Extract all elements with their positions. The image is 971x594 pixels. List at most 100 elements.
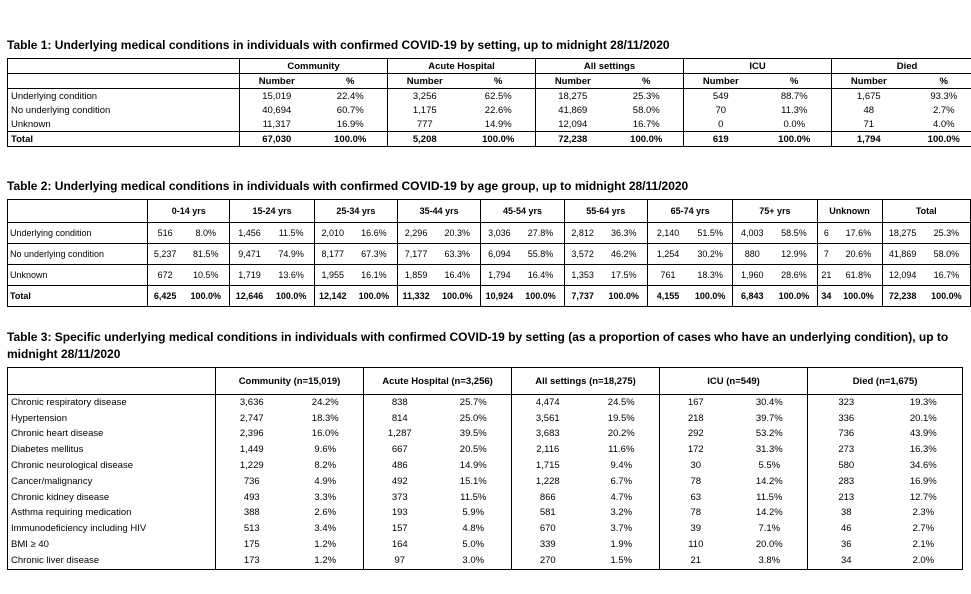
cell-percent: 18.3% xyxy=(311,412,339,424)
subheader-number: Number xyxy=(535,73,610,89)
cell-percent: 19.3% xyxy=(884,393,963,411)
group-header: 15-24 yrs xyxy=(229,199,315,223)
cell-percent: 36.3% xyxy=(600,222,648,244)
cell-number: 72,238 xyxy=(881,285,923,307)
header-corner xyxy=(7,58,240,74)
cell-percent: 16.7% xyxy=(632,118,660,130)
cell-percent: 1.9% xyxy=(610,539,633,551)
cell-number: 1,675 xyxy=(831,88,906,103)
cell-percent: 4.9% xyxy=(314,475,337,487)
subheader-row: Number% Number% Number% Number% Number% xyxy=(7,73,971,89)
cell-number: 667 xyxy=(363,442,436,459)
cell-number: 21 xyxy=(659,552,732,570)
cell-percent: 100.0% xyxy=(600,285,648,307)
cell-number: 213 xyxy=(807,489,885,506)
cell-number: 2,296 xyxy=(397,222,435,244)
cell-number: 670 xyxy=(511,521,584,538)
cell-number: 67,030 xyxy=(239,131,314,147)
cell-percent: 93.3% xyxy=(905,88,971,103)
row-label: Chronic heart disease xyxy=(11,428,104,440)
row-label: Cancer/malignancy xyxy=(11,475,93,487)
cell-percent: 2.1% xyxy=(912,539,935,551)
group-header: All settings (n=18,275) xyxy=(511,367,660,395)
cell-percent: 2.6% xyxy=(314,507,337,519)
cell-number: 3,036 xyxy=(480,222,518,244)
cell-percent: 20.2% xyxy=(607,428,635,440)
total-row: Total 67,030 100.0% 5,208 100.0% 72,238 100.0%… xyxy=(7,131,971,147)
table-row: No underlying condition 40,694 60.7% 1,175 2… xyxy=(8,103,971,117)
cell-number: 12,094 xyxy=(535,117,610,132)
cell-number: 777 xyxy=(387,117,462,132)
cell-number: 672 xyxy=(147,264,183,286)
cell-number: 6,843 xyxy=(732,285,772,307)
group-header: Community (n=15,019) xyxy=(215,367,364,395)
group-header: 65-74 yrs xyxy=(646,199,733,223)
cell-number: 34 xyxy=(816,285,836,307)
table3-caption-line2: midnight 28/11/2020 xyxy=(7,347,121,361)
cell-percent: 13.6% xyxy=(268,264,315,286)
cell-number: 619 xyxy=(683,131,758,147)
cell-percent: 58.0% xyxy=(922,243,971,265)
cell-percent: 25.0% xyxy=(459,412,487,424)
subheader-percent: % xyxy=(609,73,684,89)
cell-percent: 5.5% xyxy=(758,460,781,472)
cell-percent: 55.8% xyxy=(517,243,565,265)
cell-number: 4,003 xyxy=(732,222,772,244)
cell-percent: 3.7% xyxy=(610,523,633,535)
cell-number: 7,737 xyxy=(563,285,601,307)
cell-percent: 61.8% xyxy=(835,264,883,286)
cell-percent: 100.0% xyxy=(461,131,536,147)
cell-number: 8,177 xyxy=(313,243,351,265)
row-label: Underlying condition xyxy=(7,222,148,244)
group-header: Died xyxy=(831,58,971,74)
cell-number: 493 xyxy=(215,489,288,506)
header-row: Community (n=15,019) Acute Hospital (n=3,… xyxy=(7,367,963,395)
cell-percent: 16.9% xyxy=(336,118,364,130)
cell-number: 39 xyxy=(659,521,732,538)
cell-number: 63 xyxy=(659,489,732,506)
group-header: 55-64 yrs xyxy=(563,199,648,223)
table-row: Chronic neurological disease 1,229 8.2% 486… xyxy=(8,458,963,474)
cell-percent: 16.6% xyxy=(350,222,398,244)
cell-number: 110 xyxy=(659,537,732,553)
cell-percent: 8.0% xyxy=(182,222,230,244)
cell-percent: 100.0% xyxy=(350,285,398,307)
cell-percent: 16.9% xyxy=(909,475,937,487)
cell-number: 0 xyxy=(683,117,758,132)
cell-number: 486 xyxy=(363,458,436,474)
cell-number: 21 xyxy=(816,264,836,286)
cell-percent: 3.4% xyxy=(314,523,337,535)
cell-number: 1,456 xyxy=(229,222,269,244)
cell-percent: 100.0% xyxy=(182,285,230,307)
subheader-percent: % xyxy=(461,73,536,89)
cell-number: 492 xyxy=(363,473,436,490)
cell-percent: 31.3% xyxy=(755,444,783,456)
cell-number: 1,794 xyxy=(831,131,906,147)
cell-number: 1,715 xyxy=(511,458,584,474)
cell-percent: 16.3% xyxy=(909,444,937,456)
cell-number: 3,572 xyxy=(563,243,601,265)
cell-number: 4,474 xyxy=(511,393,584,411)
cell-number: 41,869 xyxy=(535,103,610,117)
cell-number: 323 xyxy=(807,393,885,411)
cell-number: 9,471 xyxy=(229,243,269,265)
cell-percent: 11.5% xyxy=(460,491,487,503)
cell-percent: 1.2% xyxy=(314,554,337,566)
cell-number: 1,794 xyxy=(480,264,518,286)
cell-number: 336 xyxy=(807,410,885,427)
table-row: Cancer/malignancy 736 4.9% 492 15.1% 1,228 6.7… xyxy=(8,473,963,490)
cell-number: 72,238 xyxy=(535,131,610,147)
cell-number: 866 xyxy=(511,489,584,506)
subheader-percent: % xyxy=(313,73,388,89)
group-header: Died (n=1,675) xyxy=(807,367,963,395)
cell-number: 218 xyxy=(659,410,732,427)
cell-percent: 22.4% xyxy=(313,88,388,103)
header-corner xyxy=(7,199,148,223)
table2: 0-14 yrs 15-24 yrs 25-34 yrs 35-44 yrs 45-54… xyxy=(7,199,971,307)
subheader-percent: % xyxy=(757,73,832,89)
cell-number: 1,254 xyxy=(646,243,689,265)
cell-number: 273 xyxy=(807,442,885,459)
cell-number: 164 xyxy=(363,537,436,553)
table-row: Underlying condition 15,019 22.4% 3,256 62.5… xyxy=(7,88,971,103)
cell-percent: 100.0% xyxy=(313,131,388,147)
